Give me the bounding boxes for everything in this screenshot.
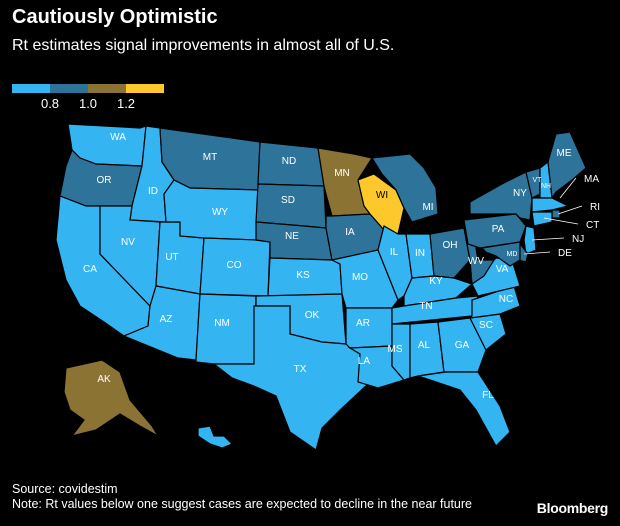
state-label-wa: WA: [110, 132, 126, 143]
state-label-nc: NC: [499, 294, 513, 305]
state-label-al: AL: [418, 340, 431, 351]
state-label-az: AZ: [160, 314, 173, 325]
chart-subtitle: Rt estimates signal improvements in almo…: [12, 37, 395, 54]
state-label-ct: CT: [586, 220, 599, 231]
state-label-nd: ND: [282, 156, 296, 167]
state-label-oh: OH: [443, 240, 458, 251]
state-label-wv: WV: [468, 256, 484, 267]
state-label-ga: GA: [455, 340, 470, 351]
state-ky: [403, 275, 474, 307]
state-label-la: LA: [358, 356, 371, 367]
us-states-map: WA OR CA ID NV UT AZ MT WY CO NM ND SD NE KS OK TX MN IA MO…: [55, 123, 600, 451]
state-nj: [523, 225, 537, 255]
leader-line-nj: [531, 237, 565, 241]
rt-note: Note: Rt values below one suggest cases …: [12, 497, 473, 511]
state-label-nm: NM: [214, 318, 230, 329]
legend-tick-1-0: 1.0: [78, 96, 98, 111]
state-sd: [255, 183, 327, 229]
state-label-ut: UT: [165, 252, 178, 263]
state-label-ma: MA: [584, 174, 599, 185]
state-label-tn: TN: [419, 301, 432, 312]
state-label-nj: NJ: [572, 234, 584, 245]
state-label-mn: MN: [334, 168, 350, 179]
state-label-nh: NH: [541, 183, 551, 190]
legend-tick-0-8: 0.8: [40, 96, 60, 111]
legend-tick-1-2: 1.2: [116, 96, 136, 111]
chart-title: Cautiously Optimistic: [12, 6, 218, 28]
chart-footnotes: Source: covidestim Note: Rt values below…: [12, 482, 512, 512]
state-label-fl: FL: [482, 390, 494, 401]
state-label-pa: PA: [492, 224, 505, 235]
leader-line-ma: [559, 177, 577, 199]
legend-swatch-3: [88, 84, 126, 93]
state-label-in: IN: [415, 248, 425, 259]
state-me: [547, 131, 587, 200]
state-label-va: VA: [496, 264, 509, 275]
legend-swatch-1: [12, 84, 50, 93]
state-label-wy: WY: [212, 207, 228, 218]
legend-swatch-2: [50, 84, 88, 93]
state-label-vt: VT: [533, 177, 543, 184]
color-legend: 0.8 1.0 1.2: [12, 80, 172, 120]
state-label-ne: NE: [285, 231, 299, 242]
state-md: [480, 241, 521, 267]
state-label-md: MD: [507, 251, 518, 258]
state-fl: [417, 371, 511, 447]
state-label-tx: TX: [294, 364, 307, 375]
state-label-me: ME: [557, 148, 572, 159]
state-label-il: IL: [390, 247, 399, 258]
state-label-sc: SC: [479, 320, 493, 331]
state-label-id: ID: [148, 186, 158, 197]
leader-line-de: [523, 251, 551, 255]
leader-line-ct: [543, 217, 579, 225]
state-label-ky: KY: [429, 276, 443, 287]
state-mi: [370, 153, 439, 223]
state-label-de: DE: [558, 248, 572, 259]
state-label-ri: RI: [590, 202, 600, 213]
state-label-ak: AK: [97, 374, 111, 385]
state-label-ia: IA: [345, 227, 355, 238]
state-label-ms: MS: [388, 344, 403, 355]
source-note: Source: covidestim: [12, 482, 118, 496]
state-tx: [212, 305, 369, 451]
state-label-or: OR: [97, 175, 112, 186]
state-label-ks: KS: [296, 270, 310, 281]
state-label-mt: MT: [203, 152, 217, 163]
legend-swatch-4: [126, 84, 164, 93]
bloomberg-logo: Bloomberg: [536, 500, 609, 516]
state-label-ar: AR: [356, 318, 370, 329]
state-ak: [63, 359, 160, 438]
state-oh: [429, 227, 471, 279]
leader-line-ri: [557, 205, 583, 215]
state-label-ok: OK: [305, 310, 320, 321]
state-label-mi: MI: [422, 202, 433, 213]
state-label-sd: SD: [281, 195, 295, 206]
state-ct: [531, 211, 553, 227]
state-nm: [195, 293, 257, 365]
state-ma: [531, 197, 570, 213]
state-ny: [469, 171, 533, 221]
state-label-wi: WI: [376, 190, 388, 201]
state-hi: [197, 425, 234, 449]
state-label-co: CO: [227, 260, 242, 271]
state-label-ca: CA: [83, 264, 97, 275]
state-label-ny: NY: [513, 188, 527, 199]
state-label-nv: NV: [121, 237, 135, 248]
state-label-mo: MO: [352, 272, 368, 283]
